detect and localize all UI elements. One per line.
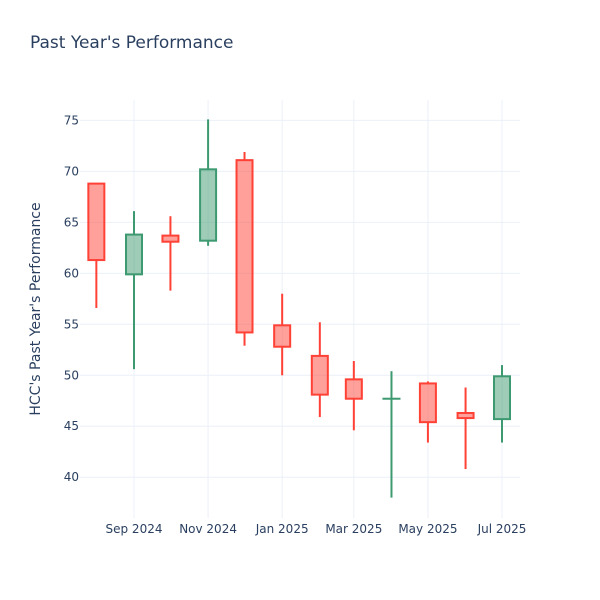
candle xyxy=(125,211,143,370)
x-tick-label: Mar 2025 xyxy=(325,522,382,536)
x-tick-label: Jan 2025 xyxy=(255,522,309,536)
candle xyxy=(161,216,180,291)
candle xyxy=(310,322,329,418)
candle xyxy=(493,365,511,443)
candle-body xyxy=(344,378,363,400)
candle-layer xyxy=(87,119,511,498)
candle-body xyxy=(418,382,437,424)
candle xyxy=(456,387,475,470)
candle-body xyxy=(456,411,475,420)
candle-body xyxy=(87,182,106,262)
candle-body xyxy=(199,168,218,242)
x-tick-label: May 2025 xyxy=(398,522,457,536)
y-tick-label: 70 xyxy=(64,164,79,178)
chart-title: Past Year's Performance xyxy=(30,33,234,53)
candle-body xyxy=(235,159,254,334)
candle-body xyxy=(493,375,511,421)
candle xyxy=(382,371,401,498)
x-tick-label: Jul 2025 xyxy=(477,522,527,536)
candle-body xyxy=(161,234,180,243)
y-tick-label: 45 xyxy=(64,419,79,433)
y-tick-label: 50 xyxy=(64,368,79,382)
candle-body xyxy=(310,354,329,396)
candle-body xyxy=(273,324,292,348)
candle xyxy=(273,293,292,376)
candle xyxy=(235,151,254,346)
x-tick-label: Sep 2024 xyxy=(106,522,163,536)
candle xyxy=(344,360,363,431)
y-axis-label: HCC's Past Year's Performance xyxy=(28,202,44,415)
candle xyxy=(418,381,437,443)
y-tick-label: 75 xyxy=(64,113,79,127)
candle xyxy=(87,182,106,308)
y-tick-label: 40 xyxy=(64,470,79,484)
y-tick-label: 65 xyxy=(64,215,79,229)
x-tick-label: Nov 2024 xyxy=(179,522,237,536)
candle xyxy=(199,119,218,246)
axis-layer: 40 45 50 55 60 65 70 75 Sep 2024 Nov 2024 Jan 2025… xyxy=(64,113,527,536)
y-tick-label: 55 xyxy=(64,317,79,331)
candle-body xyxy=(125,233,143,276)
grid-layer xyxy=(80,100,520,518)
y-tick-label: 60 xyxy=(64,266,79,280)
